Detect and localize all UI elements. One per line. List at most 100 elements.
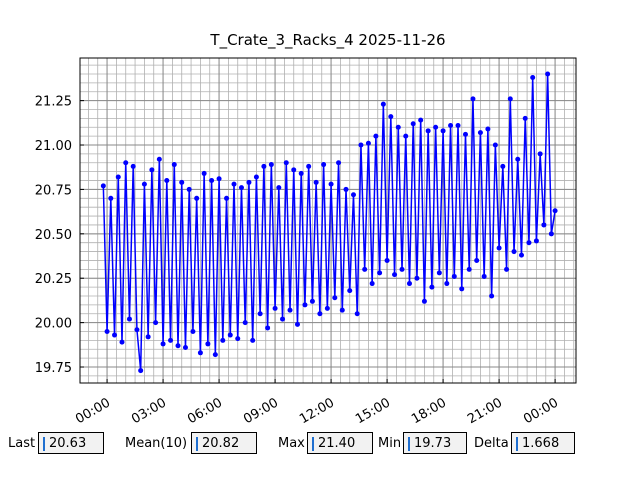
data-point	[291, 167, 297, 173]
data-point	[164, 178, 170, 184]
data-point	[205, 341, 211, 347]
data-point	[365, 140, 371, 146]
data-point	[306, 163, 312, 169]
data-point	[309, 298, 315, 304]
data-point	[261, 163, 267, 169]
stat-label: Max	[278, 436, 305, 451]
chart: T_Crate_3_Racks_4 2025-11-26 19.75 20.00 2…	[35, 31, 577, 425]
data-point	[533, 238, 539, 244]
data-point	[541, 222, 547, 228]
data-point	[466, 266, 472, 272]
data-point	[238, 185, 244, 191]
data-point	[339, 307, 345, 313]
data-point	[399, 266, 405, 272]
x-tick-label: 00:00	[521, 395, 561, 425]
stat-value: 1.668	[511, 432, 575, 454]
data-point	[347, 288, 353, 294]
x-tick-label: 21:00	[465, 395, 505, 425]
x-tick-label: 09:00	[241, 395, 281, 425]
data-point	[190, 328, 196, 334]
stat-label: Min	[378, 436, 402, 451]
data-point	[358, 142, 364, 148]
data-point	[324, 305, 330, 311]
data-point	[138, 368, 144, 374]
data-point	[171, 162, 177, 168]
data-point	[448, 122, 454, 128]
data-point	[414, 275, 420, 281]
data-point	[145, 334, 151, 340]
data-point	[552, 208, 558, 214]
data-point	[380, 101, 386, 107]
data-point	[268, 162, 274, 168]
data-point	[548, 231, 554, 237]
data-point	[186, 186, 192, 192]
data-point	[317, 311, 323, 317]
data-point	[425, 128, 431, 134]
data-point	[545, 71, 551, 77]
data-point	[149, 167, 155, 173]
y-tick-label: 21.25	[35, 95, 72, 110]
data-point	[515, 156, 521, 162]
data-point	[321, 162, 327, 168]
data-point	[257, 311, 263, 317]
x-tick-label: 12:00	[297, 395, 337, 425]
y-tick-label: 20.00	[35, 317, 72, 332]
data-point	[100, 183, 106, 189]
data-point	[392, 272, 398, 278]
data-point	[462, 131, 468, 137]
data-point	[141, 181, 147, 187]
data-point	[362, 266, 368, 272]
data-point	[518, 252, 524, 258]
data-point	[500, 163, 506, 169]
data-point	[406, 281, 412, 287]
data-point	[313, 179, 319, 185]
data-point	[522, 115, 528, 121]
x-tick-label: 00:00	[73, 395, 113, 425]
data-point	[421, 298, 427, 304]
stat-value: 19.73	[403, 432, 467, 454]
data-point	[227, 332, 233, 338]
data-point	[194, 195, 200, 201]
data-point	[197, 350, 203, 356]
y-tick-label: 20.75	[35, 183, 72, 198]
data-point	[250, 337, 256, 343]
data-point	[492, 142, 498, 148]
data-point	[153, 320, 159, 326]
data-point	[511, 249, 517, 255]
y-tick-label: 21.00	[35, 139, 72, 154]
data-point	[459, 286, 465, 292]
data-point	[451, 273, 457, 279]
data-point	[220, 337, 226, 343]
data-point	[108, 195, 114, 201]
y-tick-label: 19.75	[35, 361, 72, 376]
data-point	[115, 174, 121, 180]
data-point	[507, 96, 513, 102]
data-point	[175, 343, 181, 349]
data-point	[134, 327, 140, 333]
data-point	[485, 126, 491, 132]
data-point	[126, 316, 132, 322]
data-point	[455, 122, 461, 128]
data-point	[280, 316, 286, 322]
data-point	[224, 195, 230, 201]
data-point	[433, 124, 439, 130]
data-point	[410, 121, 416, 127]
data-point	[119, 339, 125, 345]
data-point	[328, 181, 334, 187]
data-point	[265, 325, 271, 331]
data-point	[212, 352, 218, 358]
data-line	[102, 73, 556, 371]
data-point	[403, 133, 409, 139]
data-point	[302, 302, 308, 308]
y-tick-label: 20.50	[35, 228, 72, 243]
data-point	[369, 281, 375, 287]
data-point	[496, 245, 502, 251]
plot-frame	[79, 57, 577, 384]
data-point	[130, 163, 136, 169]
data-point	[526, 240, 532, 246]
data-point	[440, 128, 446, 134]
data-point	[436, 270, 442, 276]
stat-label: Last	[8, 436, 36, 451]
data-point	[481, 273, 487, 279]
data-point	[182, 344, 188, 350]
